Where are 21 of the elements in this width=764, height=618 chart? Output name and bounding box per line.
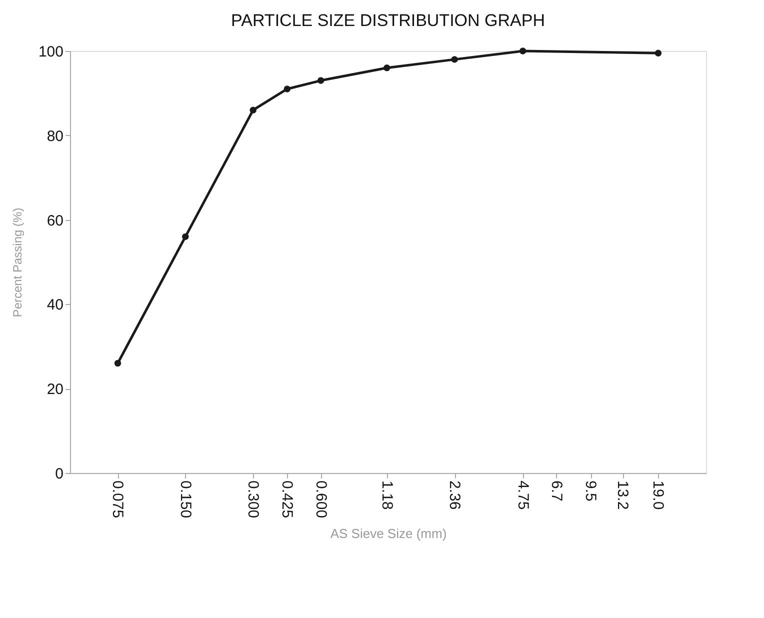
x-tick-label: 0.075: [109, 480, 126, 518]
x-tick-label: 0.300: [244, 480, 262, 518]
x-tick-label: 9.5: [582, 480, 600, 502]
y-tick-label: 0: [55, 466, 64, 482]
y-tick-label: 40: [46, 296, 64, 314]
x-tick-label: 1.18: [378, 480, 396, 510]
x-tick-label: 0.425: [278, 480, 296, 518]
x-tick-label: 2.36: [446, 480, 464, 510]
y-tick-label: 60: [46, 212, 64, 230]
x-tick-label: 4.75: [514, 480, 532, 510]
y-tick-label: 100: [38, 44, 64, 60]
y-tick-label: 20: [46, 381, 64, 398]
x-tick-label: 6.7: [548, 480, 565, 502]
x-axis-title: AS Sieve Size (mm): [330, 526, 447, 542]
x-tick-label: 0.600: [312, 480, 330, 518]
x-tick-label: 13.2: [614, 480, 632, 510]
chart-title: PARTICLE SIZE DISTRIBUTION GRAPH: [231, 11, 545, 30]
x-tick-label: 0.150: [176, 480, 194, 518]
y-axis-title: Percent Passing (%): [10, 208, 24, 318]
x-tick-label: 19.0: [650, 480, 667, 510]
y-tick-label: 80: [46, 128, 64, 145]
